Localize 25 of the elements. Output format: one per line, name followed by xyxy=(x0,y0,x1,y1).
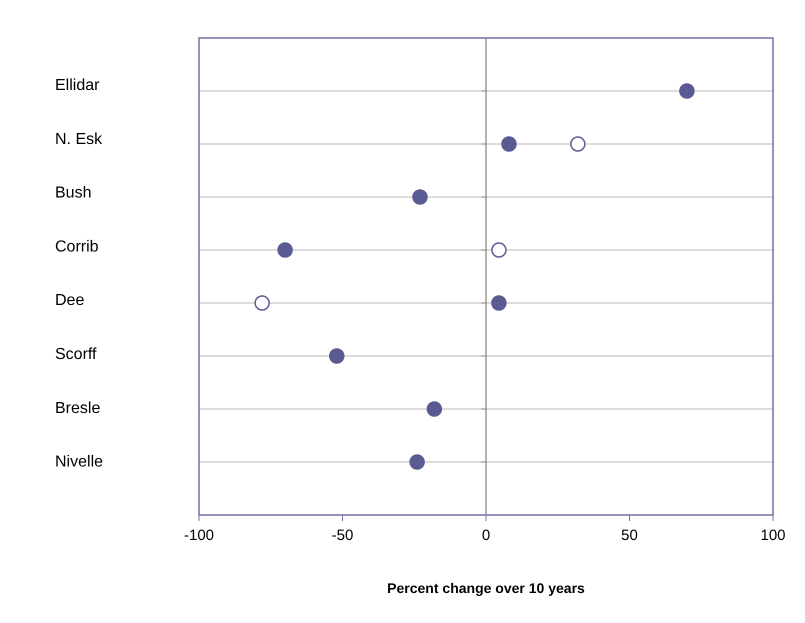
y-tick-label: Dee xyxy=(55,292,84,310)
y-tick-label: Corrib xyxy=(55,238,99,256)
point xyxy=(570,136,586,152)
x-tick-label: 100 xyxy=(760,527,786,544)
x-axis-title: Percent change over 10 years xyxy=(387,580,586,596)
point xyxy=(491,242,507,258)
point xyxy=(277,242,293,258)
point xyxy=(254,295,270,311)
point xyxy=(501,136,517,152)
x-tick-label: -50 xyxy=(332,527,354,544)
x-tick-label: 50 xyxy=(621,527,638,544)
y-tick-label: Bresle xyxy=(55,400,100,417)
point xyxy=(412,189,428,205)
point xyxy=(426,401,442,417)
x-tick-label: -100 xyxy=(184,527,214,544)
point xyxy=(409,454,425,470)
x-tick-label: 0 xyxy=(482,527,490,544)
y-tick-label: Ellidar xyxy=(55,77,100,94)
y-tick-label: Nivelle xyxy=(55,454,104,471)
point xyxy=(329,348,345,364)
point xyxy=(491,295,507,311)
y-tick-label: Bush xyxy=(55,184,92,202)
y-tick-label: Scorff xyxy=(55,346,98,363)
y-tick-label: N. Esk xyxy=(55,130,104,148)
point xyxy=(679,83,695,99)
